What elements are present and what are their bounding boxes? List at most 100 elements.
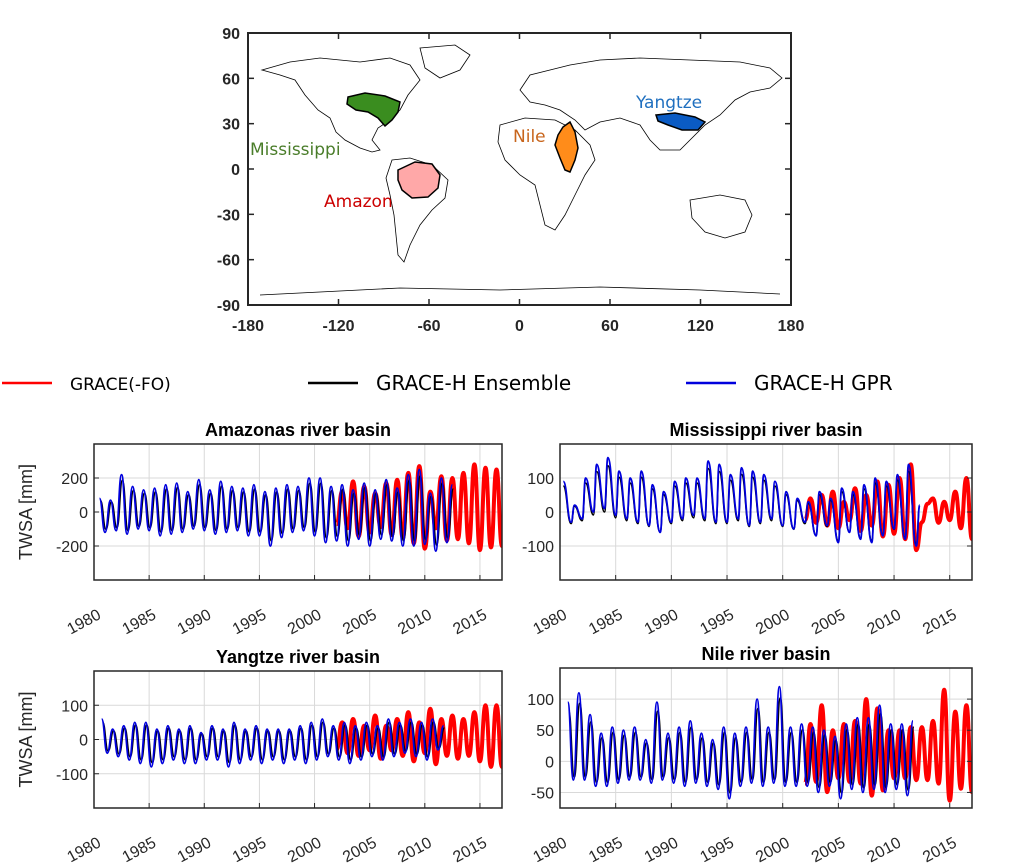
map-x-tick-label: 180 xyxy=(778,318,805,335)
x-tick-label: 1995 xyxy=(697,606,736,638)
y-axis-label: TWSA [mm] xyxy=(16,464,36,560)
x-tick-label: 1990 xyxy=(175,834,214,866)
panel-title: Amazonas river basin xyxy=(205,420,391,440)
basin-yangtze-shape xyxy=(654,112,707,131)
map-y-tick-label: -30 xyxy=(217,207,240,224)
x-tick-label: 1995 xyxy=(697,834,736,866)
map-y-ticks: 90 60 30 0 -30 -60 -90 xyxy=(217,26,791,315)
series-grace xyxy=(803,687,972,803)
map-y-tick-label: 30 xyxy=(222,117,240,134)
x-tick-label: 2005 xyxy=(809,606,848,638)
x-tick-label: 2015 xyxy=(450,834,489,866)
panel-yangtze: -100 0 100 1980 1985 1990 1995 2000 2005 2010 2015… xyxy=(16,647,503,866)
basin-mississippi-shape xyxy=(346,92,401,128)
coast-australia xyxy=(689,194,753,239)
panel-title: Nile river basin xyxy=(701,644,830,664)
map-x-ticks: -180 -120 -60 0 60 120 180 xyxy=(232,33,804,335)
series-gpr xyxy=(98,468,454,553)
x-tick-label: 1980 xyxy=(530,834,569,866)
series-grace xyxy=(334,703,502,769)
coast-south-america xyxy=(385,157,449,263)
x-tick-label: 2010 xyxy=(865,606,904,638)
x-tick-label: 1995 xyxy=(230,834,269,866)
y-tick-label: 100 xyxy=(527,692,554,709)
y-tick-label: -50 xyxy=(531,785,554,802)
y-tick-label: 200 xyxy=(61,471,88,488)
y-tick-label: 100 xyxy=(527,471,554,488)
y-tick-label: 0 xyxy=(79,505,88,522)
x-tick-label: 1990 xyxy=(642,606,681,638)
x-tick-label: 1985 xyxy=(586,606,625,638)
map-x-tick-label: -60 xyxy=(417,318,440,335)
x-tick-label: 1990 xyxy=(175,606,214,638)
label-mississippi: Mississippi xyxy=(250,140,341,160)
basin-nile-shape xyxy=(554,120,579,173)
label-yangtze: Yangtze xyxy=(635,93,702,113)
axes-frame xyxy=(559,667,973,809)
x-tick-label: 2005 xyxy=(340,834,379,866)
x-tick-label: 2010 xyxy=(395,606,434,638)
y-tick-label: 50 xyxy=(536,723,554,740)
x-tick-label: 2010 xyxy=(395,834,434,866)
series-layer xyxy=(100,703,502,769)
y-tick-label: -200 xyxy=(56,539,88,556)
coast-north-america xyxy=(260,57,421,153)
x-tick-label: 2000 xyxy=(285,834,324,866)
series-layer xyxy=(562,456,972,553)
series-gpr xyxy=(100,718,445,768)
label-amazon: Amazon xyxy=(324,192,393,212)
x-tick-label: 2005 xyxy=(340,606,379,638)
legend-label-ensemble: GRACE-H Ensemble xyxy=(376,371,571,395)
coast-greenland xyxy=(419,44,471,79)
world-map: Mississippi Amazon Nile Yangtze 9060300-… xyxy=(217,26,805,335)
map-frame xyxy=(247,32,792,306)
x-tick-label: 2000 xyxy=(753,606,792,638)
x-tick-label: 1985 xyxy=(120,606,159,638)
map-y-tick-label: -60 xyxy=(217,253,240,270)
x-tick-label: 1980 xyxy=(64,606,103,638)
map-x-tick-label: -120 xyxy=(322,318,354,335)
basin-amazon-shape xyxy=(397,161,441,199)
panel-title: Mississippi river basin xyxy=(669,420,862,440)
legend-label-grace: GRACE(-FO) xyxy=(70,375,171,395)
map-x-tick-label: 120 xyxy=(687,318,714,335)
x-tick-label: 2005 xyxy=(809,834,848,866)
map-y-tick-label: 0 xyxy=(231,162,240,179)
panel-nile: -50 0 50 100 1980 1985 1990 1995 2000 2005 2010 201… xyxy=(527,644,973,866)
legend-label-gpr: GRACE-H GPR xyxy=(754,371,893,395)
map-x-tick-label: 0 xyxy=(515,318,524,335)
x-tick-label: 2015 xyxy=(920,834,959,866)
panel-title: Yangtze river basin xyxy=(216,647,380,667)
map-y-tick-label: 90 xyxy=(222,26,240,43)
series-grace xyxy=(803,462,972,553)
x-tick-label: 1985 xyxy=(586,834,625,866)
x-tick-label: 2000 xyxy=(285,606,324,638)
y-tick-label: 0 xyxy=(545,754,554,771)
y-axis-label: TWSA [mm] xyxy=(16,692,36,788)
y-tick-label: -100 xyxy=(56,767,88,784)
map-x-tick-label: 60 xyxy=(601,318,619,335)
x-tick-label: 2000 xyxy=(753,834,792,866)
coast-eurasia xyxy=(519,57,783,151)
map-x-tick-label: -180 xyxy=(232,318,264,335)
series-gpr xyxy=(562,456,921,547)
panel-mississippi: -100 0 100 1980 1985 1990 1995 2000 2005 2010 2015… xyxy=(522,420,973,638)
y-tick-label: -100 xyxy=(522,539,554,556)
y-tick-label: 0 xyxy=(79,733,88,750)
y-tick-label: 100 xyxy=(61,698,88,715)
x-tick-label: 1990 xyxy=(642,834,681,866)
label-nile: Nile xyxy=(513,127,546,147)
map-y-tick-label: 60 xyxy=(222,71,240,88)
series-gpr xyxy=(566,685,914,800)
map-y-tick-label: -90 xyxy=(217,298,240,315)
series-layer xyxy=(98,462,502,553)
panel-amazonas: -200 0 200 1980 1985 1990 1995 2000 2005 2010 2015… xyxy=(16,420,503,638)
legend: GRACE(-FO) GRACE-H Ensemble GRACE-H GPR xyxy=(2,371,893,395)
x-tick-label: 2015 xyxy=(920,606,959,638)
coast-antarctica xyxy=(259,286,781,296)
x-tick-label: 1995 xyxy=(230,606,269,638)
x-tick-label: 2010 xyxy=(865,834,904,866)
x-tick-label: 1985 xyxy=(120,834,159,866)
x-tick-label: 1980 xyxy=(64,834,103,866)
